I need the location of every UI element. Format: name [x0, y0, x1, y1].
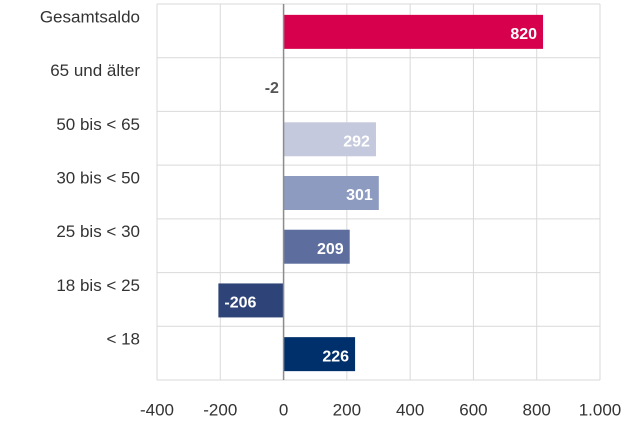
value-label: 820	[510, 26, 537, 43]
y-tick-label: 50 bis < 65	[56, 115, 140, 134]
value-label: 226	[322, 348, 349, 365]
bar	[283, 14, 544, 49]
x-tick-label: 400	[396, 400, 424, 419]
bar	[283, 122, 376, 157]
x-tick-label: 600	[459, 400, 487, 419]
x-tick-label: 800	[523, 400, 551, 419]
value-label: 301	[346, 187, 373, 204]
x-tick-label: -200	[203, 400, 237, 419]
value-label: 209	[317, 241, 344, 258]
y-tick-label: 30 bis < 50	[56, 168, 140, 187]
x-tick-label: 1.000	[579, 400, 622, 419]
y-tick-label: 25 bis < 30	[56, 222, 140, 241]
value-label: -206	[224, 295, 256, 312]
bar	[283, 229, 350, 264]
bar	[283, 337, 356, 372]
value-label: -2	[265, 80, 279, 97]
y-tick-label: < 18	[106, 330, 140, 349]
value-label: 292	[343, 134, 370, 151]
y-tick-label: 18 bis < 25	[56, 276, 140, 295]
bar	[218, 283, 284, 318]
y-tick-label: 65 und älter	[50, 61, 140, 80]
bar	[283, 176, 379, 210]
y-tick-label: Gesamtsaldo	[40, 7, 140, 26]
x-tick-label: -400	[140, 400, 174, 419]
x-tick-label: 200	[333, 400, 361, 419]
x-tick-label: 0	[279, 400, 288, 419]
